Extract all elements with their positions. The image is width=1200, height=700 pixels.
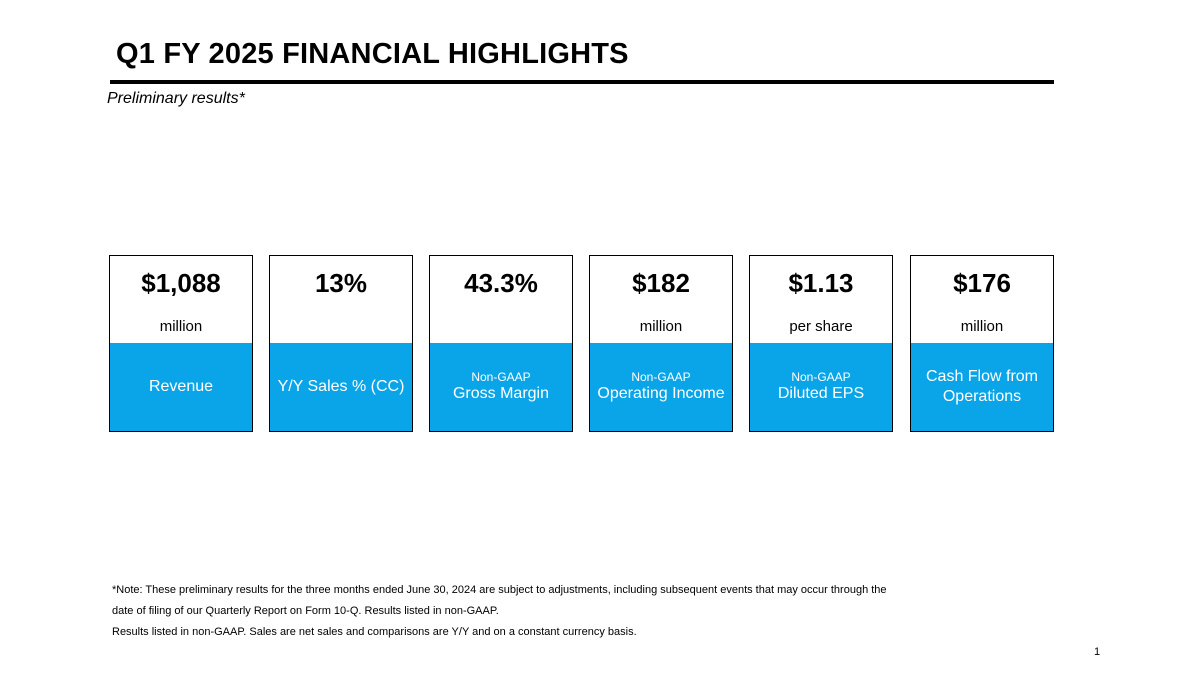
metric-label: Y/Y Sales % (CC) — [277, 378, 405, 395]
metric-card-header: 13% — [270, 256, 412, 343]
footnote-line: date of filing of our Quarterly Report o… — [112, 605, 499, 617]
metric-label-panel: Non-GAAP Diluted EPS — [750, 343, 892, 431]
metric-label-panel: Revenue — [110, 343, 252, 431]
metric-label-panel: Non-GAAP Gross Margin — [430, 343, 572, 431]
title-underline — [110, 80, 1054, 84]
metric-qualifier: Non-GAAP — [791, 370, 851, 384]
footnote-line: *Note: These preliminary results for the… — [112, 584, 887, 596]
page-subtitle: Preliminary results* — [107, 90, 245, 107]
metrics-row: $1,088 million Revenue 13% Y/Y Sales % (… — [109, 255, 1055, 432]
page-number: 1 — [1094, 646, 1101, 658]
metric-card-revenue: $1,088 million Revenue — [109, 255, 253, 432]
metric-card-gross-margin: 43.3% Non-GAAP Gross Margin — [429, 255, 573, 432]
metric-value: $1,088 — [141, 268, 221, 298]
metric-unit: per share — [789, 318, 853, 335]
metric-card-header: $176 million — [911, 256, 1053, 343]
footnotes: *Note: These preliminary results for the… — [112, 580, 1012, 643]
metric-label: Cash Flow from Operations — [925, 368, 1039, 405]
metric-unit: million — [159, 318, 203, 335]
metric-label-panel: Y/Y Sales % (CC) — [270, 343, 412, 431]
metric-card-header: $1.13 per share — [750, 256, 892, 343]
metric-unit: million — [960, 318, 1004, 335]
metric-label-panel: Cash Flow from Operations — [911, 343, 1053, 431]
metric-value: 43.3% — [464, 268, 538, 298]
metric-qualifier: Non-GAAP — [471, 370, 531, 384]
metric-card-operating-income: $182 million Non-GAAP Operating Income — [589, 255, 733, 432]
metric-value: $176 — [953, 268, 1011, 298]
metric-card-sales-growth: 13% Y/Y Sales % (CC) — [269, 255, 413, 432]
page-title: Q1 FY 2025 FINANCIAL HIGHLIGHTS — [116, 38, 629, 70]
metric-card-header: 43.3% — [430, 256, 572, 343]
metric-value: 13% — [314, 268, 368, 298]
metric-value: $1.13 — [788, 268, 854, 298]
metric-unit: million — [639, 318, 683, 335]
metric-qualifier: Non-GAAP — [631, 370, 691, 384]
metric-value: $182 — [632, 268, 690, 298]
footnote-line: Results listed in non-GAAP. Sales are ne… — [112, 626, 637, 638]
metric-label-panel: Non-GAAP Operating Income — [590, 343, 732, 431]
metric-label: Gross Margin — [452, 385, 550, 402]
metric-label: Revenue — [148, 378, 214, 395]
metric-card-cash-flow: $176 million Cash Flow from Operations — [910, 255, 1054, 432]
metric-label: Diluted EPS — [777, 385, 865, 402]
metric-card-header: $1,088 million — [110, 256, 252, 343]
metric-card-diluted-eps: $1.13 per share Non-GAAP Diluted EPS — [749, 255, 893, 432]
metric-label: Operating Income — [597, 385, 725, 402]
metric-card-header: $182 million — [590, 256, 732, 343]
